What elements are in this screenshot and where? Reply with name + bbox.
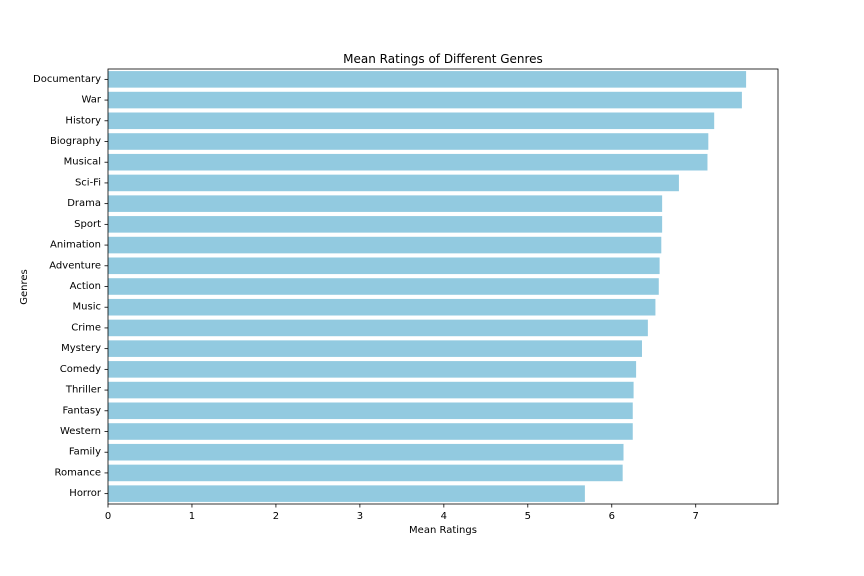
bar-documentary <box>108 71 747 88</box>
y-tick-label: Sci-Fi <box>75 177 101 188</box>
y-tick-label: Documentary <box>33 74 101 85</box>
x-tick-label: 5 <box>525 511 531 522</box>
x-axis-label: Mean Ratings <box>409 525 477 536</box>
bar-fantasy <box>108 402 633 420</box>
y-tick-label: Action <box>70 281 101 292</box>
y-tick-label: War <box>82 95 102 106</box>
x-tick-label: 4 <box>441 511 447 522</box>
bar-music <box>108 298 656 316</box>
y-tick-label: Thriller <box>65 385 102 396</box>
y-tick-label: Drama <box>67 198 101 209</box>
y-tick-label: Family <box>69 447 101 458</box>
y-axis-ticks: Documentary War History Biography Musical Sci… <box>33 74 108 499</box>
bar-thriller <box>108 381 634 399</box>
bar-western <box>108 423 633 440</box>
bar-drama <box>108 195 663 212</box>
y-tick-label: Music <box>73 302 101 313</box>
bar-sport <box>108 216 663 233</box>
bar-comedy <box>108 361 637 378</box>
plot-frame <box>107 68 779 505</box>
y-tick-label: Sport <box>74 219 101 230</box>
bar-animation <box>108 236 662 254</box>
y-tick-label: Biography <box>50 136 101 147</box>
y-axis-label: Genres <box>19 269 30 305</box>
y-tick-label: Fantasy <box>63 405 102 416</box>
x-axis-ticks: 0 1 2 3 4 5 6 7 <box>105 504 699 522</box>
bar-adventure <box>108 257 660 275</box>
x-tick-label: 2 <box>273 511 279 522</box>
bar-sci-fi <box>108 174 679 192</box>
bar-crime <box>108 319 648 337</box>
y-tick-label: History <box>65 115 101 126</box>
y-tick-label: Romance <box>55 467 101 478</box>
bar-romance <box>108 464 623 482</box>
y-tick-label: Animation <box>50 240 101 251</box>
x-tick-label: 3 <box>357 511 363 522</box>
bar-horror <box>108 485 585 502</box>
bars-group <box>108 71 747 502</box>
y-tick-label: Crime <box>71 322 101 333</box>
bar-mystery <box>108 340 642 357</box>
y-tick-label: Musical <box>64 157 101 168</box>
x-tick-label: 0 <box>105 511 111 522</box>
x-tick-label: 6 <box>609 511 615 522</box>
x-tick-label: 7 <box>693 511 699 522</box>
bar-war <box>108 91 742 109</box>
x-tick-label: 1 <box>189 511 195 522</box>
y-tick-label: Western <box>60 426 101 437</box>
y-tick-label: Comedy <box>60 364 101 375</box>
bar-action <box>108 278 659 295</box>
y-tick-label: Horror <box>69 488 102 499</box>
bar-musical <box>108 153 708 171</box>
bar-history <box>108 112 715 130</box>
y-tick-label: Mystery <box>61 343 101 354</box>
bar-family <box>108 443 624 461</box>
chart-title: Mean Ratings of Different Genres <box>343 52 543 66</box>
y-tick-label: Adventure <box>49 260 101 271</box>
bar-biography <box>108 133 709 150</box>
